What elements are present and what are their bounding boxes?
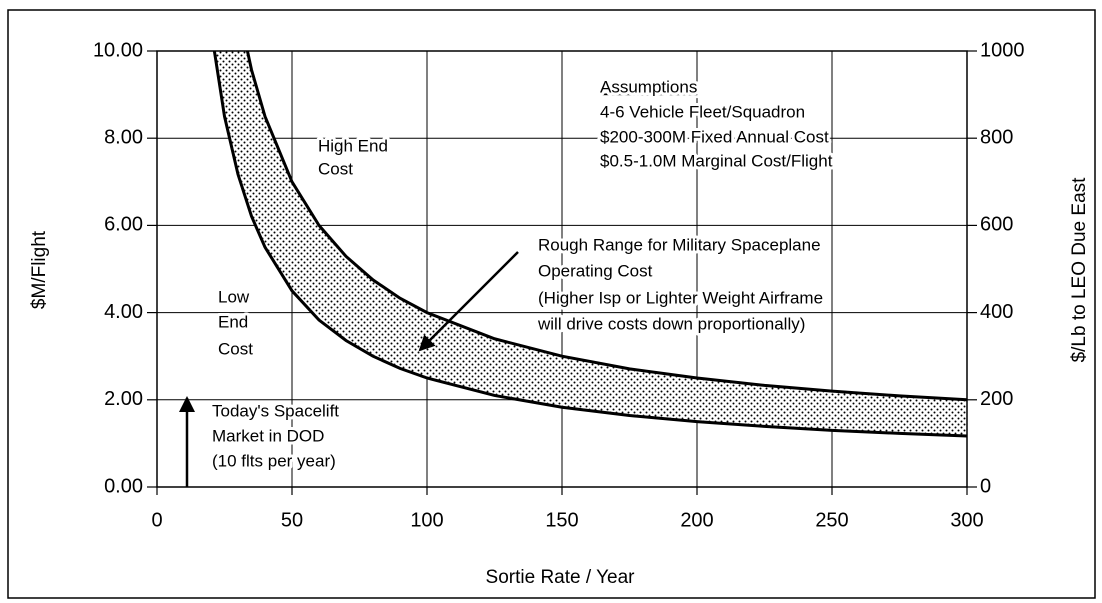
x-tick-label: 0 [151, 509, 162, 531]
annotation: Today's Spacelift [212, 401, 339, 420]
curve [245, 51, 967, 402]
y2-tick-label: 600 [980, 214, 1013, 236]
y2-tick-label: 1000 [980, 39, 1025, 61]
x-tick-label: 150 [545, 509, 578, 531]
x-axis-title: Sortie Rate / Year [486, 567, 636, 588]
x-tick-label: 50 [281, 509, 303, 531]
y-tick-label: 8.00 [104, 126, 143, 148]
annotation: Low [218, 287, 250, 306]
y-tick-label: 2.00 [104, 388, 143, 410]
y2-tick-label: 0 [980, 475, 991, 497]
y2-tick-label: 400 [980, 301, 1013, 323]
annotation: Cost [318, 159, 353, 178]
x-tick-label: 200 [680, 509, 713, 531]
arrow [418, 251, 519, 352]
annotation: Operating Cost [538, 261, 653, 280]
y-tick-label: 0.00 [104, 475, 143, 497]
annotation-title: Assumptions [600, 77, 697, 96]
frame [7, 9, 1096, 599]
x-tick-label: 250 [815, 509, 848, 531]
x-tick-label: 100 [410, 509, 443, 531]
annotation: 4-6 Vehicle Fleet/Squadron [600, 102, 805, 121]
y-axis-title: $M/Flight [29, 230, 50, 309]
y2-tick-label: 800 [980, 126, 1013, 148]
annotation: will drive costs down proportionally) [537, 314, 805, 333]
annotation: High End [318, 136, 388, 155]
y2-tick-label: 200 [980, 388, 1013, 410]
curve [212, 51, 967, 438]
y-tick-label: 4.00 [104, 301, 143, 323]
annotation: (10 flts per year) [212, 451, 336, 470]
annotation: $0.5-1.0M Marginal Cost/Flight [600, 151, 833, 170]
plot-frame [156, 50, 968, 488]
y2-axis-title: $/Lb to LEO Due East [1069, 177, 1090, 363]
x-tick-label: 300 [950, 509, 983, 531]
annotation: Market in DOD [212, 426, 324, 445]
annotation: $200-300M Fixed Annual Cost [600, 127, 829, 146]
annotation: (Higher Isp or Lighter Weight Airframe [538, 288, 823, 307]
band-area [214, 51, 967, 436]
annotation: Cost [218, 339, 253, 358]
y-tick-label: 10.00 [93, 39, 143, 61]
annotation: End [218, 312, 248, 331]
y-tick-label: 6.00 [104, 214, 143, 236]
annotation: Rough Range for Military Spaceplane [538, 235, 821, 254]
